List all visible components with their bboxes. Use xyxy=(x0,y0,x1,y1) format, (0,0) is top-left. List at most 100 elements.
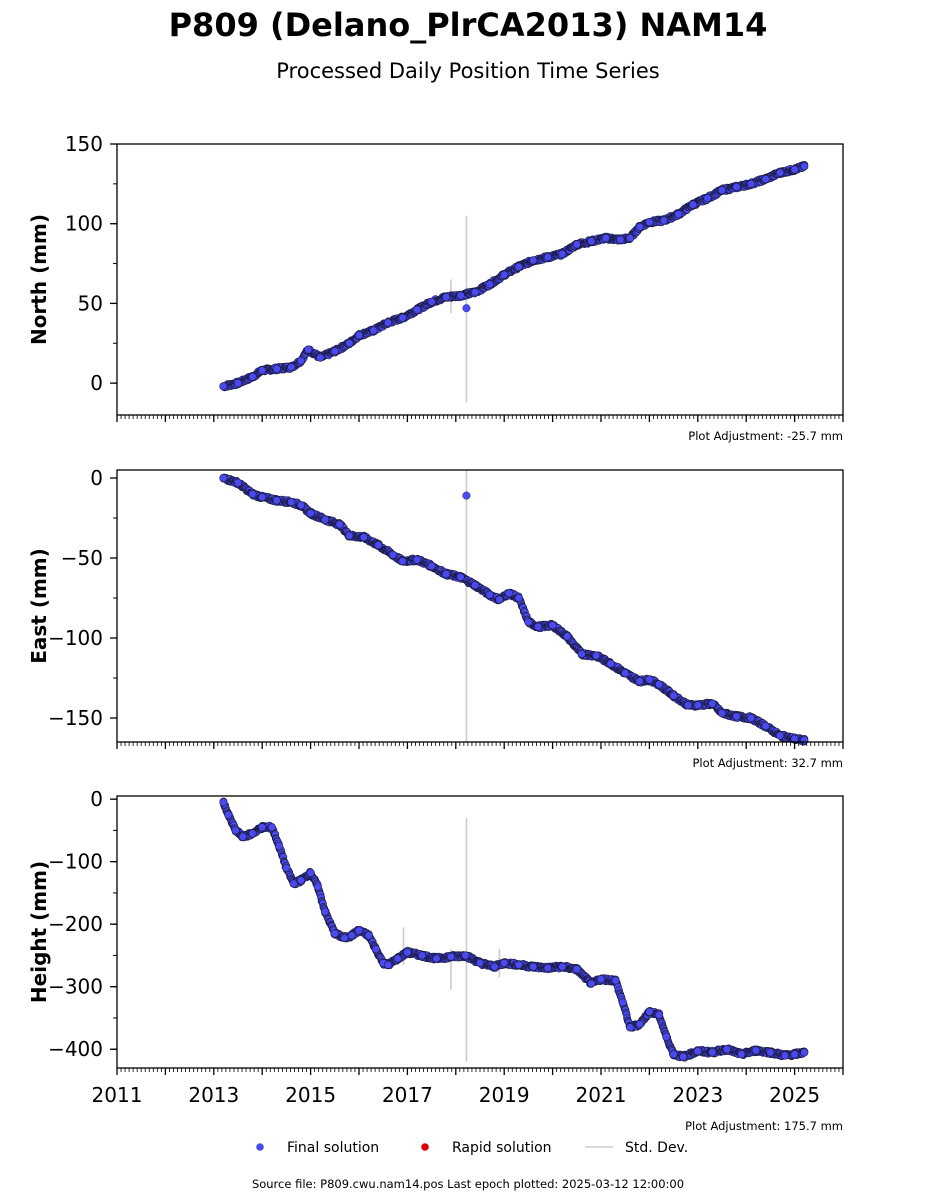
panel-3: 0 −100 −200 −300 −400 2011 2013 2015 2017 2019 202… xyxy=(27,787,844,1133)
y-tick-label: −150 xyxy=(48,706,103,730)
plot-panels: 0 50 100 150 North (mm) Plot Adjustment: -25.… xyxy=(27,132,844,1133)
data-point xyxy=(674,210,683,219)
data-point xyxy=(495,595,504,604)
panel-1: 0 50 100 150 North (mm) Plot Adjustment: -25.… xyxy=(27,132,844,443)
plot-adjustment: Plot Adjustment: 32.7 mm xyxy=(692,756,843,770)
data-point xyxy=(248,372,257,381)
final-solution-points xyxy=(219,160,809,392)
data-point xyxy=(746,179,756,188)
data-point xyxy=(654,680,664,689)
y-tick-label: −200 xyxy=(48,912,103,936)
data-point xyxy=(258,493,267,502)
data-point xyxy=(432,954,441,963)
data-point xyxy=(330,929,339,938)
data-point xyxy=(267,823,276,832)
data-point xyxy=(289,879,298,888)
data-point xyxy=(417,951,427,960)
data-point xyxy=(446,952,456,961)
data-point xyxy=(427,561,436,571)
data-point xyxy=(606,659,615,668)
data-point xyxy=(766,1048,775,1057)
data-point xyxy=(708,699,717,708)
data-point xyxy=(354,926,364,935)
data-point xyxy=(500,270,509,279)
source-footer: Source file: P809.cwu.nam14.pos Last epo… xyxy=(252,1177,684,1191)
data-point xyxy=(330,347,339,356)
data-point xyxy=(596,975,606,984)
data-point xyxy=(500,958,509,968)
y-tick-label: 0 xyxy=(90,466,103,490)
data-point xyxy=(717,709,727,718)
data-point xyxy=(313,882,322,891)
data-point xyxy=(504,589,514,598)
y-tick-label: 150 xyxy=(65,132,103,156)
x-tick-label: 2021 xyxy=(576,1083,627,1107)
data-point xyxy=(732,712,741,721)
data-point xyxy=(548,621,557,630)
data-point xyxy=(635,1020,644,1029)
data-point xyxy=(662,1032,671,1041)
data-point xyxy=(693,1047,702,1056)
x-tick-label: 2015 xyxy=(285,1083,336,1107)
data-point xyxy=(587,979,596,988)
data-point xyxy=(233,379,243,388)
data-point xyxy=(304,345,313,354)
data-point xyxy=(621,669,630,678)
figure-subtitle: Processed Daily Position Time Series xyxy=(276,59,660,83)
legend-label: Final solution xyxy=(287,1140,379,1156)
data-point xyxy=(669,691,678,700)
data-point xyxy=(403,948,412,957)
data-point xyxy=(611,976,620,985)
data-point xyxy=(456,291,465,300)
data-point xyxy=(625,233,635,243)
data-point xyxy=(427,297,436,306)
data-point xyxy=(775,168,785,177)
data-point xyxy=(703,194,712,203)
data-point xyxy=(345,531,354,540)
y-axis-label: East (mm) xyxy=(27,548,51,664)
data-point xyxy=(693,701,702,710)
data-point xyxy=(577,649,586,659)
data-point xyxy=(272,496,281,505)
data-point xyxy=(601,233,610,243)
data-point xyxy=(258,823,267,832)
data-point xyxy=(442,569,451,579)
data-point xyxy=(751,1046,760,1055)
y-tick-label: −100 xyxy=(48,850,103,874)
data-point xyxy=(669,1050,678,1059)
data-point xyxy=(625,1023,635,1032)
data-point xyxy=(533,622,543,631)
data-point xyxy=(717,186,727,195)
data-point xyxy=(529,256,538,265)
y-tick-label: 0 xyxy=(90,787,103,811)
data-point xyxy=(514,593,523,603)
data-point xyxy=(790,1050,799,1059)
data-point xyxy=(383,960,393,969)
final-solution-points xyxy=(219,797,809,1062)
x-tick-label: 2019 xyxy=(479,1083,530,1107)
data-point xyxy=(321,907,330,916)
data-point xyxy=(572,965,581,974)
data-point xyxy=(272,364,281,373)
y-tick-label: −300 xyxy=(48,975,103,999)
data-point xyxy=(371,945,381,954)
data-point xyxy=(219,798,228,807)
data-point xyxy=(248,829,257,838)
data-point xyxy=(490,962,499,971)
data-point xyxy=(461,951,470,960)
panel-2: 0 −50 −100 −150 East (mm) Plot Adjustment: 32… xyxy=(27,466,844,770)
data-point xyxy=(635,222,644,231)
data-point xyxy=(238,832,247,841)
data-point xyxy=(485,280,494,289)
data-point xyxy=(780,1051,790,1060)
data-point xyxy=(393,954,402,963)
data-point xyxy=(761,174,770,184)
y-tick-label: −100 xyxy=(48,626,103,650)
y-tick-label: 50 xyxy=(78,291,103,315)
data-point xyxy=(790,165,799,174)
data-point xyxy=(679,1052,688,1061)
data-point xyxy=(592,651,601,660)
data-point xyxy=(456,573,465,582)
data-point xyxy=(800,162,809,171)
